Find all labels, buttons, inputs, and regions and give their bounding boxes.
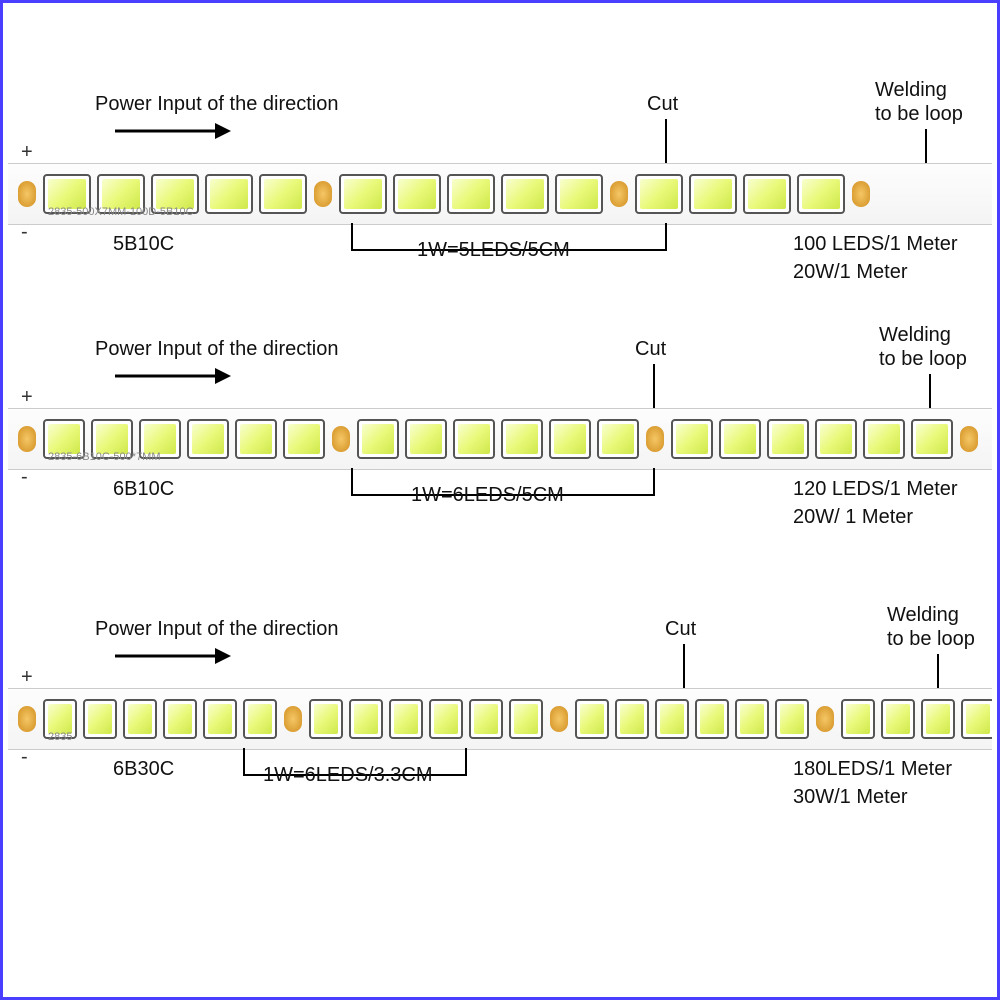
power-input-label: Power Input of the direction [95, 618, 338, 641]
solder-pad [960, 426, 978, 452]
solder-pad [816, 706, 834, 732]
polarity-plus: + [21, 386, 33, 409]
led-chip [575, 699, 609, 739]
led-chip [447, 174, 495, 214]
led-chip [911, 419, 953, 459]
model-label: 5B10C [113, 233, 174, 256]
led-chip [243, 699, 277, 739]
direction-arrow [113, 366, 233, 386]
led-chip [123, 699, 157, 739]
cut-label: Cut [635, 338, 666, 361]
led-chip [187, 419, 229, 459]
solder-pad [284, 706, 302, 732]
segment-label: 1W=5LEDS/5CM [417, 239, 570, 262]
model-label: 6B10C [113, 478, 174, 501]
led-chip [635, 174, 683, 214]
led-strip: 2835-6B10C-500*7MM [8, 408, 992, 470]
led-chip [283, 419, 325, 459]
led-chip [555, 174, 603, 214]
polarity-plus: + [21, 141, 33, 164]
segment-label: 1W=6LEDS/3.3CM [263, 764, 433, 787]
led-chip [405, 419, 447, 459]
led-chip [863, 419, 905, 459]
led-chip [815, 419, 857, 459]
led-chip [309, 699, 343, 739]
led-chip [469, 699, 503, 739]
led-chip [743, 174, 791, 214]
spec-leds-per-meter: 100 LEDS/1 Meter [793, 233, 958, 256]
cut-label: Cut [665, 618, 696, 641]
model-label: 6B30C [113, 758, 174, 781]
solder-pad [852, 181, 870, 207]
cut-label: Cut [647, 93, 678, 116]
welding-label-1: Welding [887, 604, 959, 627]
solder-pad [18, 181, 36, 207]
power-input-label: Power Input of the direction [95, 93, 338, 116]
solder-pad [332, 426, 350, 452]
led-chip [767, 419, 809, 459]
direction-arrow [113, 646, 233, 666]
led-chip [83, 699, 117, 739]
led-chip [921, 699, 955, 739]
segment-label: 1W=6LEDS/5CM [411, 484, 564, 507]
led-chip [163, 699, 197, 739]
led-strip: 2835-500X7MM-100D-5B10C [8, 163, 992, 225]
led-chip [841, 699, 875, 739]
led-chip [689, 174, 737, 214]
direction-arrow [113, 121, 233, 141]
solder-pad [314, 181, 332, 207]
pcb-marking: 2835 [48, 731, 72, 743]
led-chip [735, 699, 769, 739]
led-chip [203, 699, 237, 739]
led-chip [259, 174, 307, 214]
led-chip [429, 699, 463, 739]
spec-watts-per-meter: 30W/1 Meter [793, 786, 907, 809]
spec-leds-per-meter: 120 LEDS/1 Meter [793, 478, 958, 501]
led-chip [339, 174, 387, 214]
led-chip [597, 419, 639, 459]
led-chip [453, 419, 495, 459]
led-chip [695, 699, 729, 739]
polarity-plus: + [21, 666, 33, 689]
led-chip [205, 174, 253, 214]
led-chip [549, 419, 591, 459]
power-input-label: Power Input of the direction [95, 338, 338, 361]
solder-pad [18, 706, 36, 732]
led-chip [671, 419, 713, 459]
led-chip [501, 174, 549, 214]
solder-pad [610, 181, 628, 207]
welding-label-2: to be loop [887, 628, 975, 651]
solder-pad [550, 706, 568, 732]
led-chip [655, 699, 689, 739]
solder-pad [18, 426, 36, 452]
led-chip [615, 699, 649, 739]
led-chip [235, 419, 277, 459]
spec-watts-per-meter: 20W/1 Meter [793, 261, 907, 284]
led-chip [775, 699, 809, 739]
led-chip [501, 419, 543, 459]
led-chip [357, 419, 399, 459]
pcb-marking: 2835-6B10C-500*7MM [48, 451, 161, 463]
led-chip [961, 699, 992, 739]
led-chip [393, 174, 441, 214]
welding-label-2: to be loop [875, 103, 963, 126]
spec-leds-per-meter: 180LEDS/1 Meter [793, 758, 952, 781]
led-strip: 2835 [8, 688, 992, 750]
spec-watts-per-meter: 20W/ 1 Meter [793, 506, 913, 529]
welding-label-1: Welding [879, 324, 951, 347]
welding-label-1: Welding [875, 79, 947, 102]
pcb-marking: 2835-500X7MM-100D-5B10C [48, 206, 194, 218]
led-chip [389, 699, 423, 739]
led-chip [509, 699, 543, 739]
led-chip [349, 699, 383, 739]
led-chip [719, 419, 761, 459]
led-chip [881, 699, 915, 739]
solder-pad [646, 426, 664, 452]
led-chip [797, 174, 845, 214]
welding-label-2: to be loop [879, 348, 967, 371]
